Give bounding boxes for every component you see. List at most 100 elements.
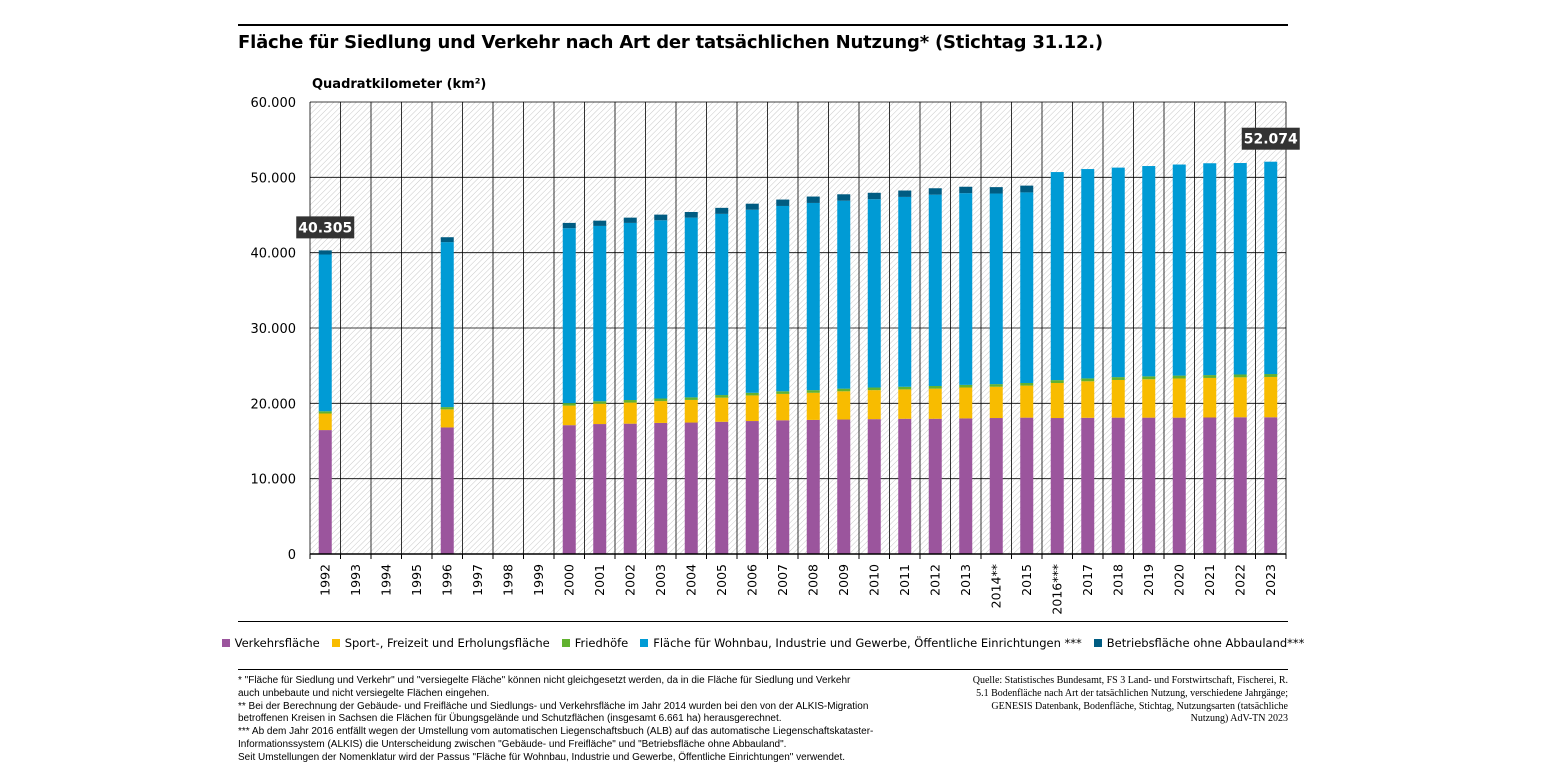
bar-segment bbox=[593, 220, 607, 226]
bar-segment bbox=[684, 397, 698, 400]
x-tick-label: 1996 bbox=[439, 564, 454, 596]
bar-segment bbox=[989, 187, 1003, 194]
bar-segment bbox=[959, 193, 973, 385]
bar-segment bbox=[1233, 163, 1247, 375]
value-annotation-label: 40.305 bbox=[298, 220, 352, 236]
bar-segment bbox=[654, 220, 668, 399]
bar-segment bbox=[745, 392, 759, 396]
x-tick-label: 2012 bbox=[927, 564, 942, 596]
bar-segment bbox=[1050, 382, 1064, 419]
x-tick-label: 2001 bbox=[592, 564, 607, 596]
bar-segment bbox=[1111, 379, 1125, 418]
x-tick-label: 2000 bbox=[561, 564, 576, 596]
y-tick-label: 30.000 bbox=[251, 322, 297, 337]
bar-segment bbox=[1264, 376, 1278, 418]
bar-segment bbox=[684, 211, 698, 218]
bar-segment bbox=[1142, 417, 1156, 554]
bar-segment bbox=[1172, 375, 1186, 379]
bar-segment bbox=[593, 225, 607, 402]
bar-segment bbox=[898, 386, 912, 390]
legend-swatch bbox=[561, 639, 570, 647]
bar-segment bbox=[1233, 417, 1247, 554]
bar-segment bbox=[1020, 417, 1034, 554]
legend-item-sport-freizeit: Sport-, Freizeit und Erholungsfläche bbox=[331, 636, 550, 650]
bar-segment bbox=[623, 423, 637, 554]
x-tick-label: 2011 bbox=[897, 564, 912, 596]
x-tick-label: 2016*** bbox=[1049, 564, 1064, 615]
legend-label: Friedhöfe bbox=[574, 636, 629, 650]
value-annotation-box bbox=[1241, 127, 1300, 150]
bar-segment bbox=[318, 413, 332, 431]
legend-swatch bbox=[221, 639, 230, 647]
legend-label: Fläche für Wohnbau, Industrie und Gewerb… bbox=[653, 636, 1082, 650]
bar-segment bbox=[593, 403, 607, 425]
bar-segment bbox=[776, 420, 790, 554]
y-tick-label: 60.000 bbox=[251, 96, 297, 111]
bar-segment bbox=[623, 400, 637, 403]
bar-segment bbox=[1020, 382, 1034, 386]
footnotes: * "Fläche für Siedlung und Verkehr" und … bbox=[238, 675, 898, 765]
bar-segment bbox=[837, 419, 851, 554]
bar-segment bbox=[989, 384, 1003, 387]
bar-segment bbox=[867, 387, 881, 391]
bar-segment bbox=[1142, 166, 1156, 377]
top-rule bbox=[238, 24, 1288, 26]
bar-segment bbox=[959, 418, 973, 554]
bar-segment bbox=[562, 228, 576, 404]
bar-segment bbox=[806, 419, 820, 554]
bar-segment bbox=[440, 407, 454, 410]
bar-segment bbox=[654, 398, 668, 402]
x-tick-label: 1994 bbox=[378, 564, 393, 596]
bar-segment bbox=[1203, 375, 1217, 378]
legend-label: Verkehrsfläche bbox=[234, 636, 320, 650]
x-tick-label: 1999 bbox=[531, 564, 546, 596]
bar-segment bbox=[1264, 417, 1278, 554]
bar-segment bbox=[1111, 417, 1125, 554]
bar-segment bbox=[1264, 374, 1278, 377]
x-tick-label: 2010 bbox=[866, 564, 881, 596]
bar-segment bbox=[684, 217, 698, 398]
footnote-line: *** Ab dem Jahr 2016 entfällt wegen der … bbox=[238, 726, 874, 738]
bar-segment bbox=[654, 214, 668, 221]
bar-segment bbox=[776, 393, 790, 421]
bar-segment bbox=[1081, 378, 1095, 382]
bar-segment bbox=[898, 196, 912, 387]
x-tick-label: 1998 bbox=[500, 564, 515, 596]
bar-segment bbox=[1081, 417, 1095, 554]
x-tick-label: 2015 bbox=[1019, 564, 1034, 596]
bar-segment bbox=[623, 217, 637, 223]
bar-segment bbox=[928, 386, 942, 389]
x-tick-label: 2021 bbox=[1202, 564, 1217, 596]
x-tick-label: 2023 bbox=[1263, 564, 1278, 596]
bar-segment bbox=[837, 194, 851, 201]
bar-segment bbox=[440, 237, 454, 243]
bar-segment bbox=[837, 200, 851, 389]
x-tick-label: 2020 bbox=[1171, 564, 1186, 596]
bar-segment bbox=[715, 421, 729, 554]
bar-segment bbox=[715, 397, 729, 422]
footnote-line: Seit Umstellungen der Nomenklatur wird d… bbox=[238, 751, 846, 763]
bar-segment bbox=[989, 386, 1003, 419]
bar-segment bbox=[837, 388, 851, 392]
y-tick-label: 0 bbox=[288, 548, 296, 563]
bar-segment bbox=[898, 389, 912, 419]
bar-segment bbox=[654, 422, 668, 554]
bar-segment bbox=[1111, 167, 1125, 378]
y-tick-label: 10.000 bbox=[251, 473, 297, 488]
bar-segment bbox=[745, 209, 759, 393]
bar-segment bbox=[562, 222, 576, 229]
x-tick-label: 2019 bbox=[1141, 564, 1156, 596]
bar-segment bbox=[1081, 169, 1095, 379]
y-tick-label: 40.000 bbox=[251, 247, 297, 262]
bar-segment bbox=[867, 419, 881, 554]
legend-item-verkehrsflaeche: Verkehrsfläche bbox=[221, 636, 320, 650]
source-line: 5.1 Bodenfläche nach Art der tatsächlich… bbox=[976, 687, 1288, 699]
x-tick-label: 1995 bbox=[409, 564, 424, 596]
bar-segment bbox=[806, 390, 820, 393]
bar-segment bbox=[715, 395, 729, 398]
bar-segment bbox=[684, 399, 698, 423]
bar-segment bbox=[1081, 381, 1095, 418]
bar-segment bbox=[1172, 378, 1186, 418]
bar-segment bbox=[623, 222, 637, 401]
bar-segment bbox=[806, 202, 820, 391]
